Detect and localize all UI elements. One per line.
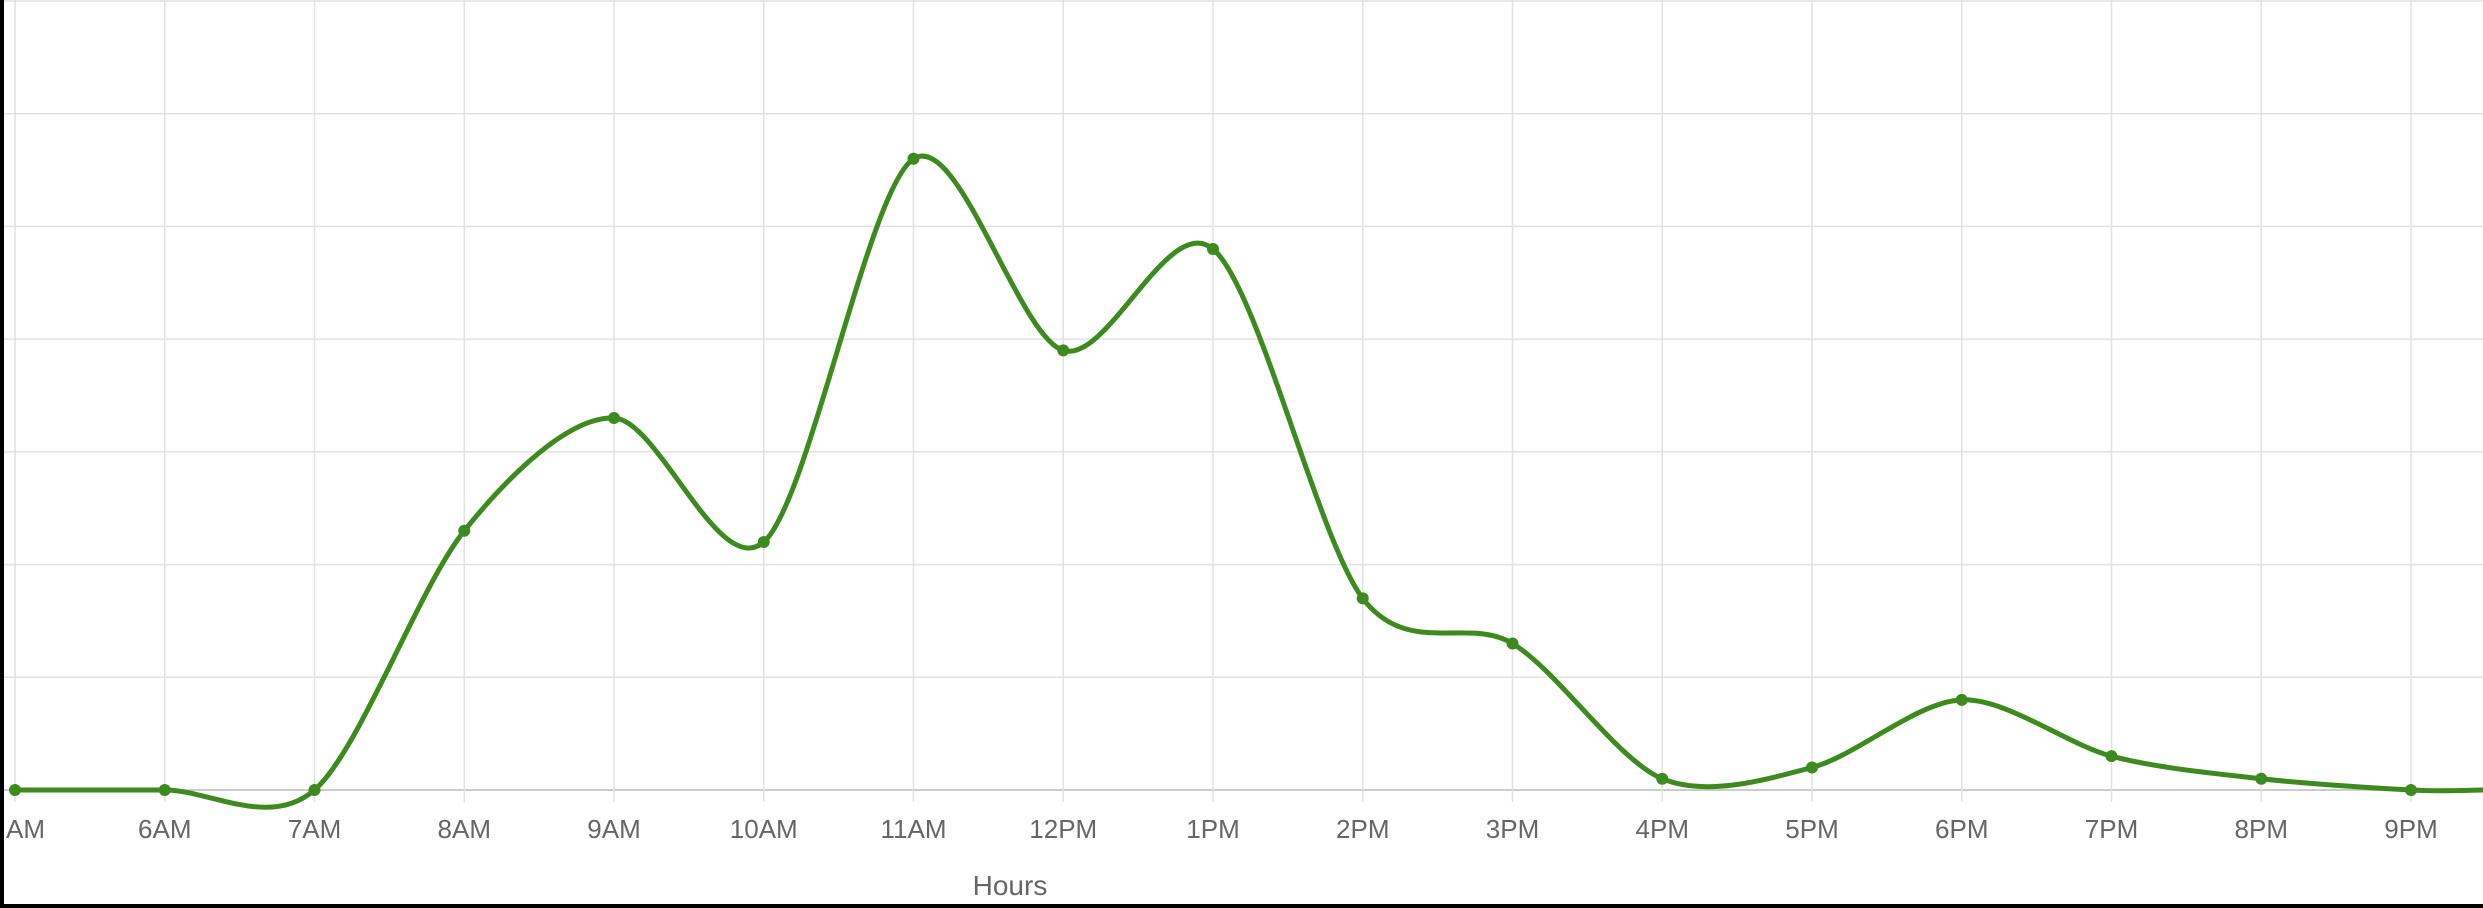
x-tick-label: 6AM (138, 814, 191, 844)
data-point-9pm (2405, 784, 2417, 796)
x-tick-label: 7PM (2085, 814, 2138, 844)
x-tick-label: 8PM (2235, 814, 2288, 844)
data-point-9am (608, 412, 620, 425)
x-tick-label: 1PM (1186, 814, 1239, 844)
data-point-6am (158, 784, 171, 796)
data-point-11am (907, 152, 920, 165)
data-point-6pm (1955, 693, 1968, 706)
x-tick-label: 10AM (730, 814, 798, 844)
data-point-4pm (1656, 772, 1669, 785)
x-tick-label: 7AM (288, 814, 341, 844)
x-tick-label: 9PM (2384, 814, 2437, 844)
data-point-5pm (1806, 761, 1818, 774)
data-point-8pm (2255, 772, 2268, 785)
data-point-10am (757, 536, 770, 549)
x-tick-label: 5PM (1785, 814, 1838, 844)
data-point-3pm (1506, 637, 1519, 650)
x-axis-title: Hours (973, 870, 1048, 901)
x-tick-label: 4PM (1636, 814, 1689, 844)
chart-frame: AM 6AM 7AM 8AM 9AM 10AM 11AM 12PM 1PM 2PM 3PM 4PM 5P… (4, 0, 2483, 904)
x-tick-label: 11AM (881, 814, 947, 844)
x-tick-label: 3PM (1486, 814, 1539, 844)
series-line (12, 153, 2483, 810)
series-line-layer (12, 153, 2483, 810)
x-tick-label: 8AM (438, 814, 491, 844)
x-tick-label: 12PM (1029, 814, 1097, 844)
x-tick-label: AM (6, 814, 45, 844)
grid-layer (4, 0, 2483, 802)
data-point-5am (9, 784, 21, 796)
x-tick-label: 2PM (1336, 814, 1389, 844)
x-tick-label: 9AM (587, 814, 640, 844)
data-points-layer (9, 152, 2417, 796)
data-point-8am (458, 524, 471, 537)
line-chart: AM 6AM 7AM 8AM 9AM 10AM 11AM 12PM 1PM 2PM 3PM 4PM 5P… (4, 0, 2483, 901)
data-point-2pm (1356, 592, 1369, 605)
x-tick-labels: AM 6AM 7AM 8AM 9AM 10AM 11AM 12PM 1PM 2PM 3PM 4PM 5P… (6, 814, 2438, 844)
data-point-7pm (2105, 750, 2118, 763)
data-point-1pm (1207, 242, 1219, 255)
data-point-12pm (1057, 344, 1070, 357)
data-point-7am (308, 784, 321, 796)
x-tick-label: 6PM (1935, 814, 1988, 844)
